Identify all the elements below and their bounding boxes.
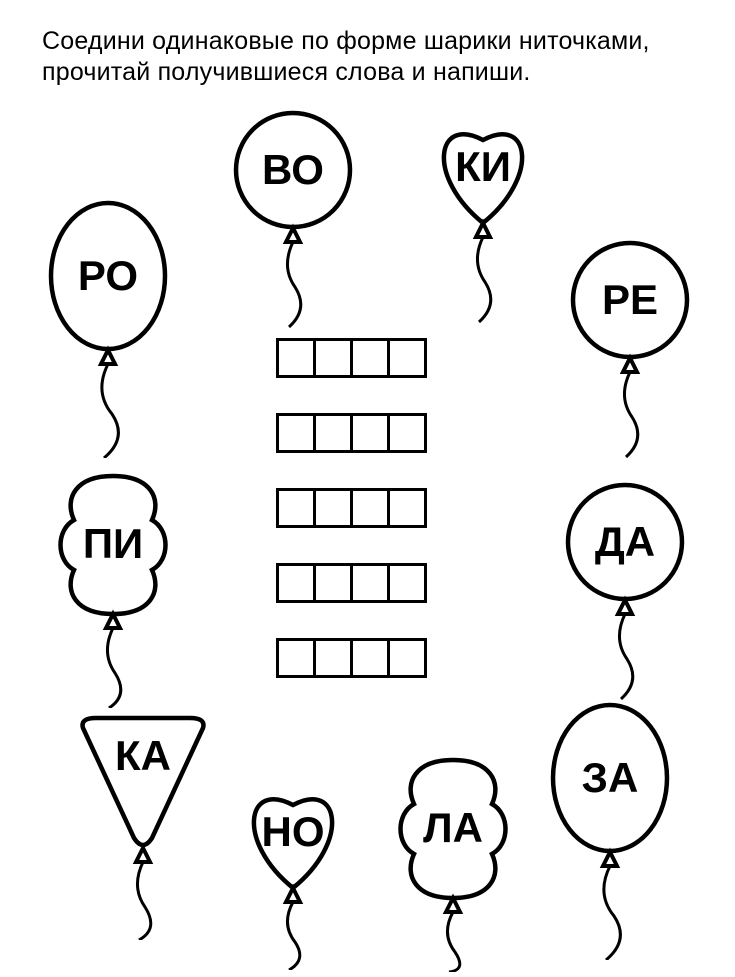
balloon-label: КА: [68, 732, 218, 780]
answer-row[interactable]: [276, 413, 424, 458]
balloon-label: ДА: [560, 518, 690, 566]
answer-cell[interactable]: [350, 488, 390, 528]
balloon-za: ЗА: [540, 700, 680, 960]
balloon-la: ЛА: [378, 752, 528, 972]
balloon-heart-icon: [218, 770, 368, 970]
instruction-line-2: прочитай получившиеся слова и напиши.: [42, 58, 531, 86]
balloon-label: КИ: [408, 143, 558, 191]
balloon-oval-icon: [38, 198, 178, 458]
balloon-label: РЕ: [565, 276, 695, 324]
answer-cell[interactable]: [276, 638, 316, 678]
balloon-ka: КА: [68, 710, 218, 940]
balloon-circle-icon: [228, 108, 358, 328]
answer-row[interactable]: [276, 488, 424, 533]
instruction-text: Соедини одинаковые по форме шарики ниточ…: [42, 26, 702, 87]
balloon-label: ПИ: [38, 520, 188, 568]
balloon-re: РЕ: [565, 238, 695, 458]
balloon-pi: ПИ: [38, 468, 188, 708]
answer-cell[interactable]: [387, 413, 427, 453]
answer-cell[interactable]: [276, 563, 316, 603]
answer-cell[interactable]: [387, 488, 427, 528]
balloon-circle-icon: [560, 480, 690, 700]
answer-cell[interactable]: [387, 563, 427, 603]
balloon-ro: РО: [38, 198, 178, 458]
answer-cell[interactable]: [387, 338, 427, 378]
answer-cell[interactable]: [313, 413, 353, 453]
answer-grid: [276, 338, 424, 683]
answer-cell[interactable]: [350, 413, 390, 453]
answer-row[interactable]: [276, 563, 424, 608]
balloon-ki: КИ: [408, 105, 558, 325]
balloon-wavy-icon: [38, 468, 188, 708]
answer-cell[interactable]: [313, 638, 353, 678]
balloon-heart-icon: [408, 105, 558, 325]
answer-row[interactable]: [276, 338, 424, 383]
answer-cell[interactable]: [276, 413, 316, 453]
balloon-circle-icon: [565, 238, 695, 458]
balloon-wavy-icon: [378, 752, 528, 972]
instruction-line-1: Соедини одинаковые по форме шарики ниточ…: [42, 27, 650, 55]
answer-cell[interactable]: [276, 338, 316, 378]
balloon-vo: ВО: [228, 108, 358, 328]
answer-cell[interactable]: [313, 488, 353, 528]
answer-cell[interactable]: [276, 488, 316, 528]
balloon-da: ДА: [560, 480, 690, 700]
answer-cell[interactable]: [313, 563, 353, 603]
answer-cell[interactable]: [350, 563, 390, 603]
balloon-label: РО: [38, 252, 178, 300]
balloon-label: НО: [218, 808, 368, 856]
answer-cell[interactable]: [350, 638, 390, 678]
answer-cell[interactable]: [313, 338, 353, 378]
answer-cell[interactable]: [387, 638, 427, 678]
balloon-label: ВО: [228, 146, 358, 194]
balloon-no: НО: [218, 770, 368, 970]
balloon-label: ЛА: [378, 804, 528, 852]
answer-row[interactable]: [276, 638, 424, 683]
balloon-label: ЗА: [540, 754, 680, 802]
answer-cell[interactable]: [350, 338, 390, 378]
balloon-oval-icon: [540, 700, 680, 960]
